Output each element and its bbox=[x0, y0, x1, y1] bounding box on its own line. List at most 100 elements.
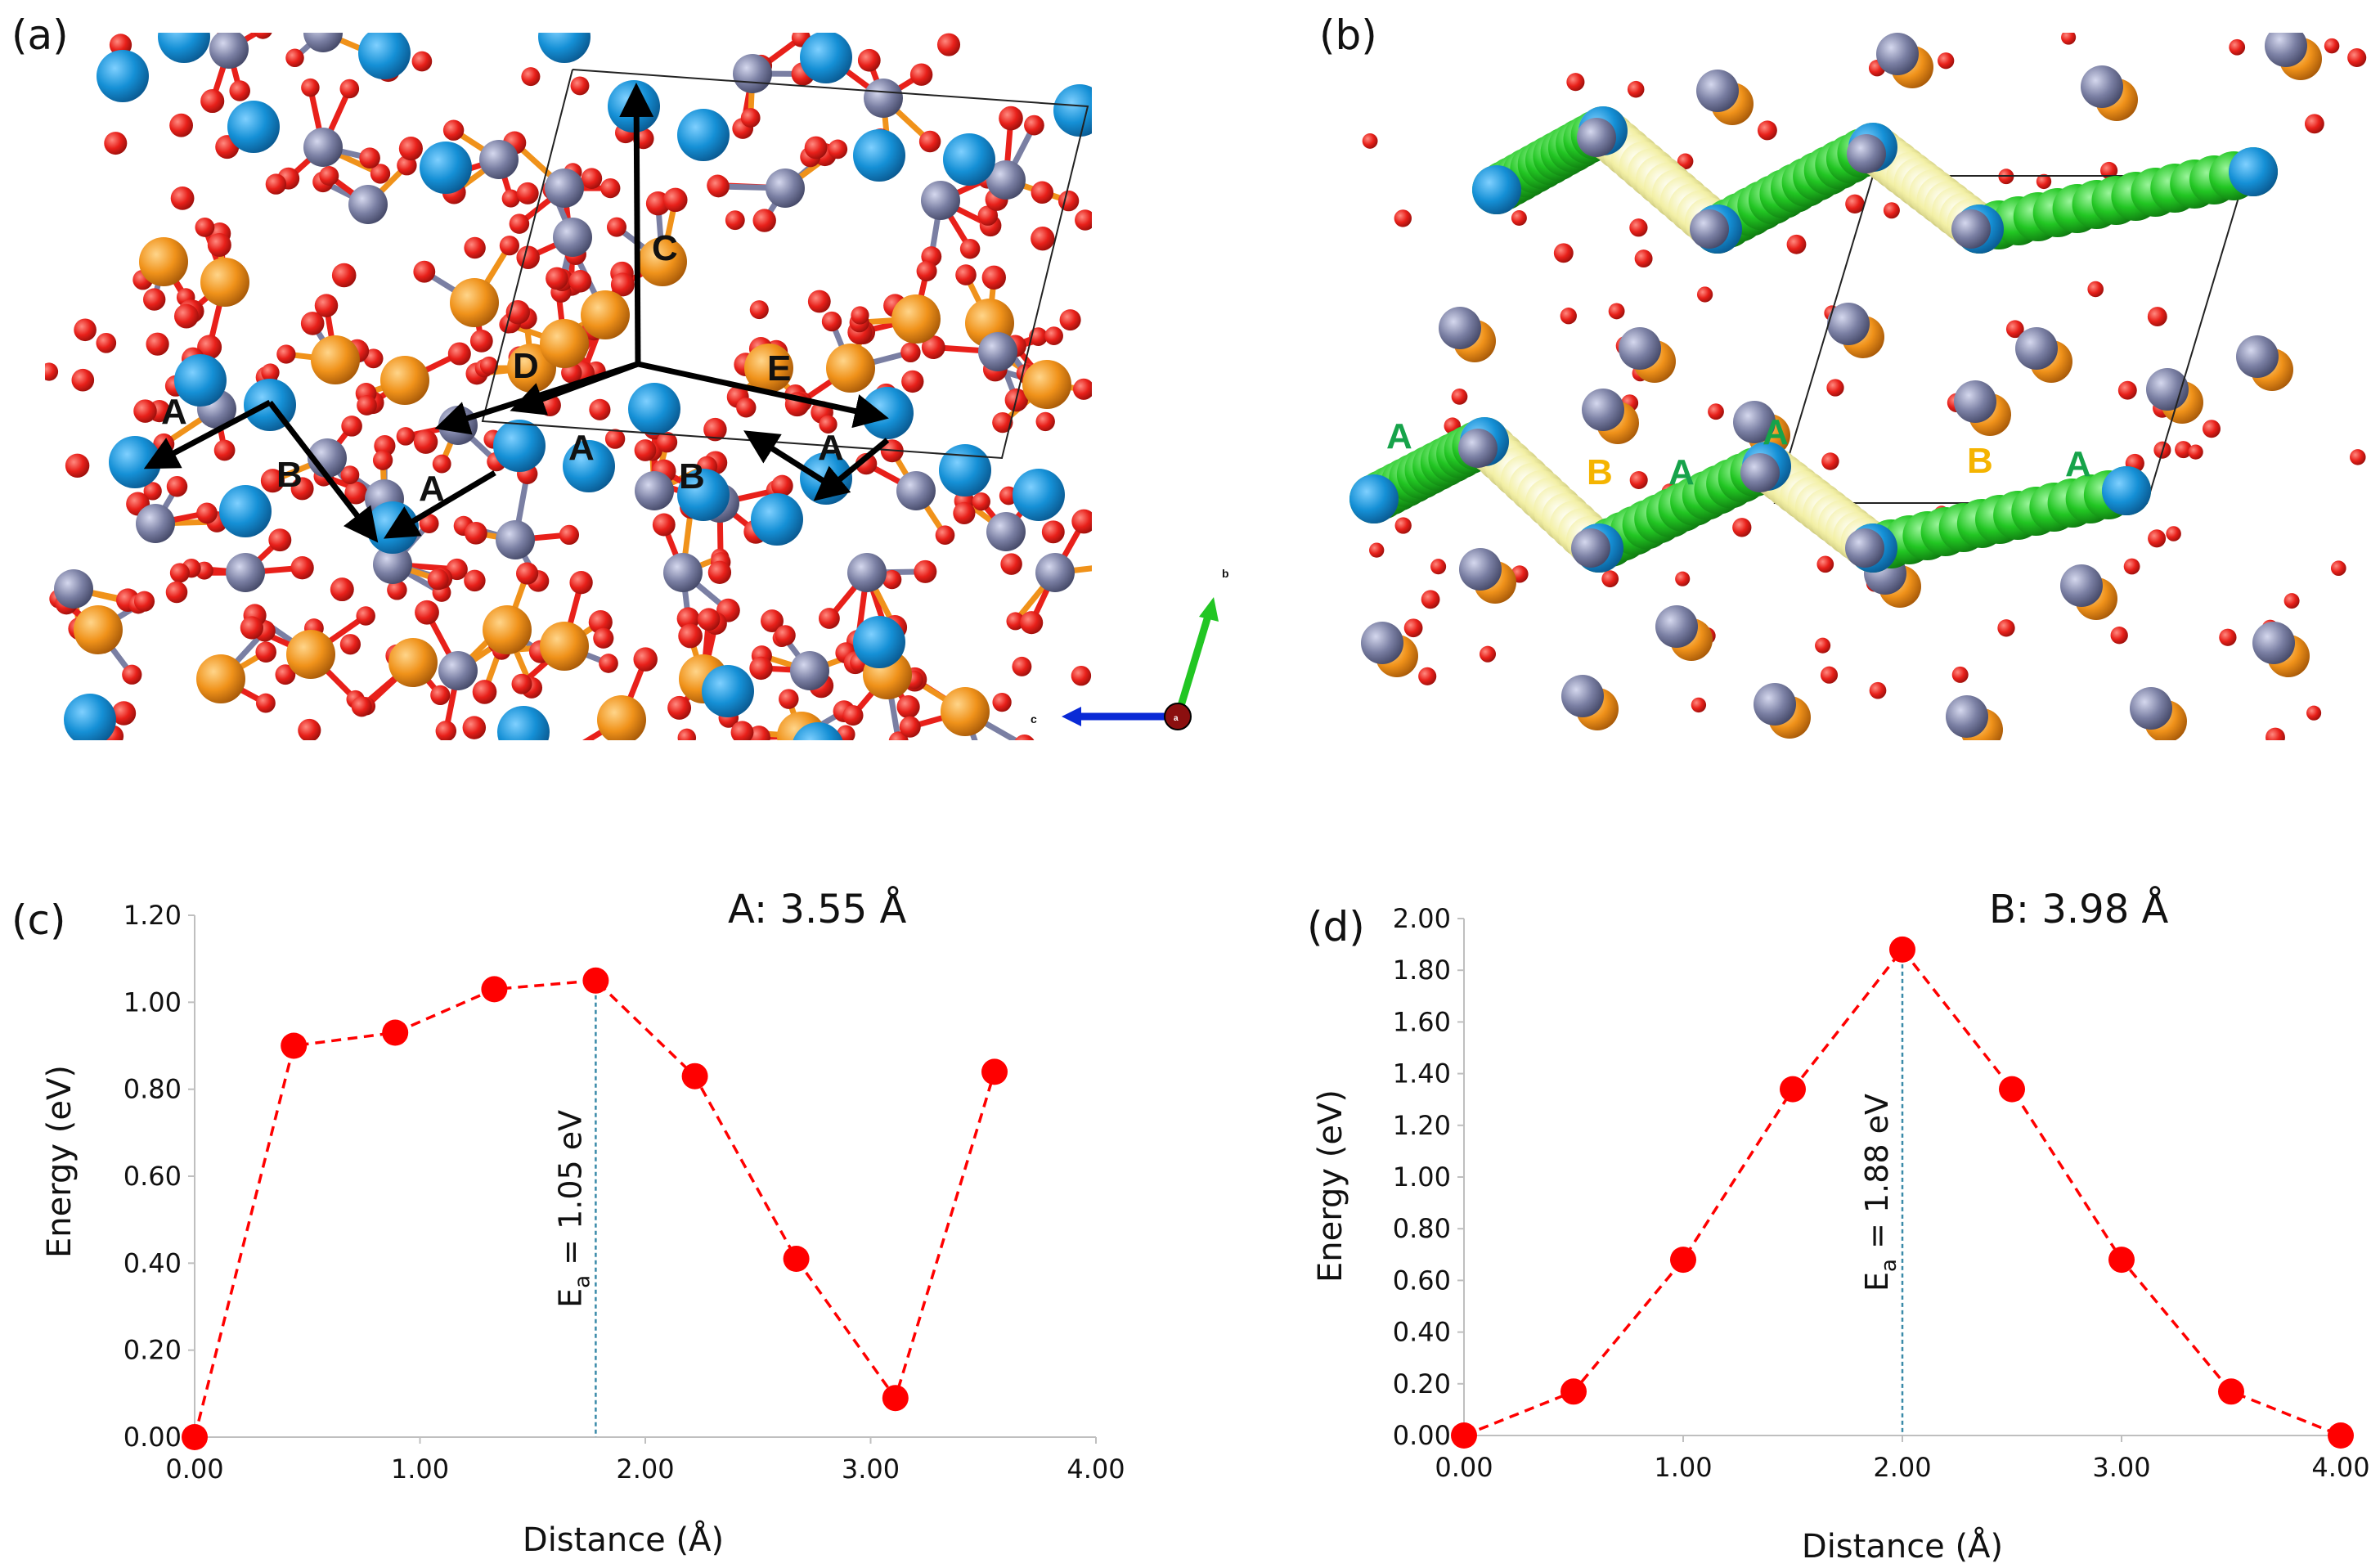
oxygen-atom bbox=[1014, 735, 1035, 740]
b-axis-arrow bbox=[1174, 612, 1213, 718]
oxygen-atom bbox=[992, 411, 1013, 434]
gray-metal-atom bbox=[2060, 564, 2103, 607]
energy-data-point bbox=[481, 976, 508, 1003]
y-tick-label: 0.00 bbox=[1393, 1420, 1451, 1451]
oxygen-atom bbox=[341, 416, 362, 437]
oxygen-atom bbox=[285, 48, 304, 68]
x-tick-label: 1.00 bbox=[391, 1453, 449, 1485]
oxygen-atom bbox=[196, 502, 218, 524]
y-tick-label: 0.20 bbox=[1393, 1368, 1451, 1400]
panel-d-label: (d) bbox=[1307, 903, 1365, 950]
a-axis-dot bbox=[1164, 703, 1192, 730]
gray-metal-atom bbox=[2081, 65, 2123, 108]
chart-d-y-axis-label: Energy (eV) bbox=[1312, 1090, 1349, 1283]
energy-series-line bbox=[193, 978, 996, 1438]
oxygen-atom bbox=[2061, 33, 2077, 45]
oxygen-atom bbox=[2219, 628, 2237, 646]
x-tick-label: 1.00 bbox=[1654, 1452, 1712, 1483]
oxygen-atom bbox=[1029, 327, 1048, 346]
path-label: D bbox=[513, 346, 539, 386]
oxygen-atom bbox=[2175, 441, 2193, 459]
gray-metal-atom bbox=[2146, 368, 2189, 411]
oxygen-atom bbox=[851, 306, 869, 325]
oxygen-atom bbox=[1566, 73, 1585, 92]
oxygen-atom bbox=[229, 80, 250, 101]
energy-data-point bbox=[2108, 1247, 2135, 1274]
gray-metal-atom bbox=[1439, 307, 1481, 349]
oxygen-atom bbox=[357, 395, 377, 416]
diffusion-paths-a bbox=[143, 83, 890, 543]
y-tick-label: 0.00 bbox=[123, 1422, 182, 1453]
oxygen-atom bbox=[1708, 403, 1724, 420]
y-tick-label: 0.80 bbox=[123, 1074, 182, 1105]
gray-metal-atom bbox=[209, 33, 249, 69]
gray-metal-atom bbox=[545, 168, 584, 208]
gray-metal-atom bbox=[2236, 335, 2279, 378]
oxygen-atom bbox=[464, 569, 486, 592]
oxygen-atom bbox=[505, 300, 530, 325]
compass-a-label: a bbox=[1174, 714, 1179, 723]
oxygen-atom bbox=[896, 695, 920, 719]
oxygen-atom bbox=[588, 610, 613, 635]
oxygen-atom bbox=[1938, 52, 1955, 70]
path-label: C bbox=[652, 228, 678, 268]
oxygen-atom bbox=[2188, 444, 2203, 460]
oxygen-atom bbox=[1394, 517, 1412, 534]
gray-metal-atom bbox=[2130, 687, 2172, 730]
oxygen-atom bbox=[169, 563, 190, 583]
oxygen-atom bbox=[707, 175, 730, 198]
panel-a-label: (a) bbox=[11, 11, 69, 59]
oxygen-atom bbox=[261, 363, 280, 382]
oxygen-atom bbox=[1058, 190, 1080, 212]
oxygen-atom bbox=[146, 332, 169, 356]
oxygen-atom bbox=[2005, 320, 2024, 339]
li-atom bbox=[493, 420, 546, 472]
oxygen-atom bbox=[1553, 243, 1574, 263]
orange-metal-atom bbox=[286, 630, 335, 679]
oxygen-atom bbox=[589, 398, 611, 420]
y-tick-label: 1.60 bbox=[1393, 1006, 1451, 1037]
oxygen-atom bbox=[1369, 542, 1385, 558]
oxygen-atom bbox=[807, 290, 831, 313]
oxygen-atom bbox=[427, 568, 449, 591]
gray-metal-atom bbox=[1582, 389, 1624, 431]
oxygen-atom bbox=[821, 311, 842, 332]
oxygen-atom bbox=[936, 33, 961, 56]
oxygen-atom bbox=[1677, 153, 1694, 170]
oxygen-atom bbox=[111, 701, 137, 726]
diffusion-arrow bbox=[743, 430, 828, 485]
oxygen-atom bbox=[730, 721, 754, 740]
energy-data-point bbox=[1451, 1422, 1477, 1449]
oxygen-atom bbox=[752, 742, 770, 761]
oxygen-atom bbox=[703, 417, 727, 442]
oxygen-atom bbox=[667, 695, 692, 720]
oxygen-atom bbox=[749, 300, 769, 320]
chart-c-title: A: 3.55 Å bbox=[728, 886, 907, 932]
oxygen-atom bbox=[314, 294, 339, 317]
gray-metal-atom bbox=[978, 332, 1017, 371]
oxygen-atom bbox=[2166, 526, 2181, 541]
energy-data-point bbox=[281, 1032, 308, 1059]
path-label: A bbox=[419, 469, 445, 509]
orange-metal-atom bbox=[74, 605, 123, 654]
energy-data-point bbox=[882, 1385, 909, 1412]
oxygen-atom bbox=[265, 173, 287, 195]
oxygen-atom bbox=[1072, 378, 1092, 400]
oxygen-atom bbox=[1075, 209, 1092, 231]
oxygen-atom bbox=[569, 571, 593, 595]
gray-metal-atom bbox=[373, 545, 412, 584]
oxygen-atom bbox=[1000, 553, 1022, 575]
gray-metal-atom bbox=[1847, 134, 1886, 173]
oxygen-atom bbox=[207, 232, 231, 258]
gray-metal-atom bbox=[496, 520, 535, 559]
energy-data-point bbox=[582, 967, 609, 994]
gray-metal-atom bbox=[1946, 695, 1988, 738]
gray-metal-atom bbox=[1571, 528, 1610, 568]
oxygen-atom bbox=[953, 501, 976, 525]
li-atom bbox=[702, 665, 754, 717]
oxygen-atom bbox=[972, 754, 995, 777]
oxygen-atom bbox=[633, 647, 658, 672]
energy-data-point bbox=[1999, 1076, 2025, 1103]
oxygen-atom bbox=[901, 370, 924, 393]
